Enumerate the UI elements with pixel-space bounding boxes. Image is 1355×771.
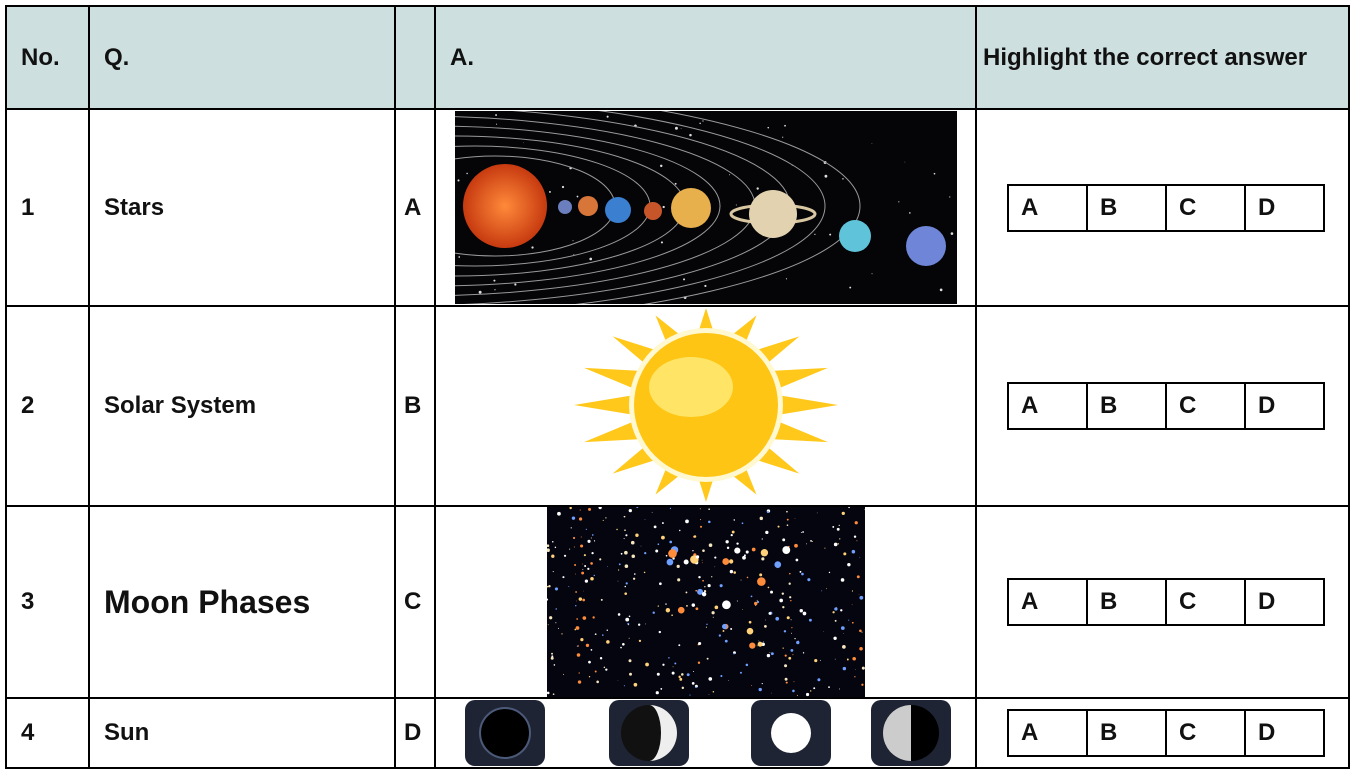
- option[interactable]: A: [1021, 392, 1039, 419]
- option[interactable]: B: [1086, 185, 1165, 230]
- moon-phases-image: [464, 700, 951, 766]
- option[interactable]: A: [1021, 588, 1039, 615]
- option[interactable]: B: [1086, 711, 1165, 755]
- table-body: 1 Stars A A B C D 2 Solar System B A B C D 3 Moon Phase…: [5, 108, 1350, 769]
- option[interactable]: B: [1086, 580, 1165, 624]
- option[interactable]: C: [1165, 711, 1244, 755]
- answer-letter: B: [394, 305, 436, 507]
- answer-image-cell: [434, 108, 977, 307]
- worksheet-table: No. Q. A. Highlight the correct answer 1…: [5, 5, 1350, 769]
- option[interactable]: C: [1165, 580, 1244, 624]
- row-number: 1: [5, 108, 90, 307]
- question-row: 3 Moon Phases C A B C D: [5, 505, 1350, 699]
- option[interactable]: A: [1021, 193, 1039, 221]
- answer-letter: A: [394, 108, 436, 307]
- answer-image-cell: [434, 505, 977, 699]
- question-text: Sun: [88, 697, 396, 769]
- question-row: 4 Sun D A B C D: [5, 697, 1350, 769]
- option[interactable]: C: [1165, 384, 1244, 428]
- answer-image-cell: [434, 305, 977, 507]
- question-row: 1 Stars A A B C D: [5, 108, 1350, 307]
- question-text: Stars: [88, 108, 396, 307]
- question-text: Solar System: [88, 305, 396, 507]
- header-cell: Q.: [88, 5, 396, 110]
- option[interactable]: D: [1244, 185, 1323, 230]
- sun-image: [573, 309, 838, 502]
- row-number: 4: [5, 697, 90, 769]
- option[interactable]: B: [1086, 384, 1165, 428]
- option[interactable]: D: [1244, 580, 1323, 624]
- question-text: Moon Phases: [88, 505, 396, 699]
- solar-system-image: [454, 111, 957, 304]
- header-cell: A.: [434, 5, 977, 110]
- answer-letter: D: [394, 697, 436, 769]
- option[interactable]: D: [1244, 711, 1323, 755]
- option[interactable]: A: [1021, 719, 1039, 746]
- header-cell: [394, 5, 436, 110]
- answer-letter: C: [394, 505, 436, 699]
- row-number: 2: [5, 305, 90, 507]
- star-field-image: [546, 507, 865, 697]
- option[interactable]: C: [1165, 185, 1244, 230]
- answer-image-cell: [434, 697, 977, 769]
- header-cell: Highlight the correct answer: [975, 5, 1350, 110]
- row-number: 3: [5, 505, 90, 699]
- option[interactable]: D: [1244, 384, 1323, 428]
- question-row: 2 Solar System B A B C D: [5, 305, 1350, 507]
- header-row: No. Q. A. Highlight the correct answer: [5, 5, 1350, 110]
- header-cell: No.: [5, 5, 90, 110]
